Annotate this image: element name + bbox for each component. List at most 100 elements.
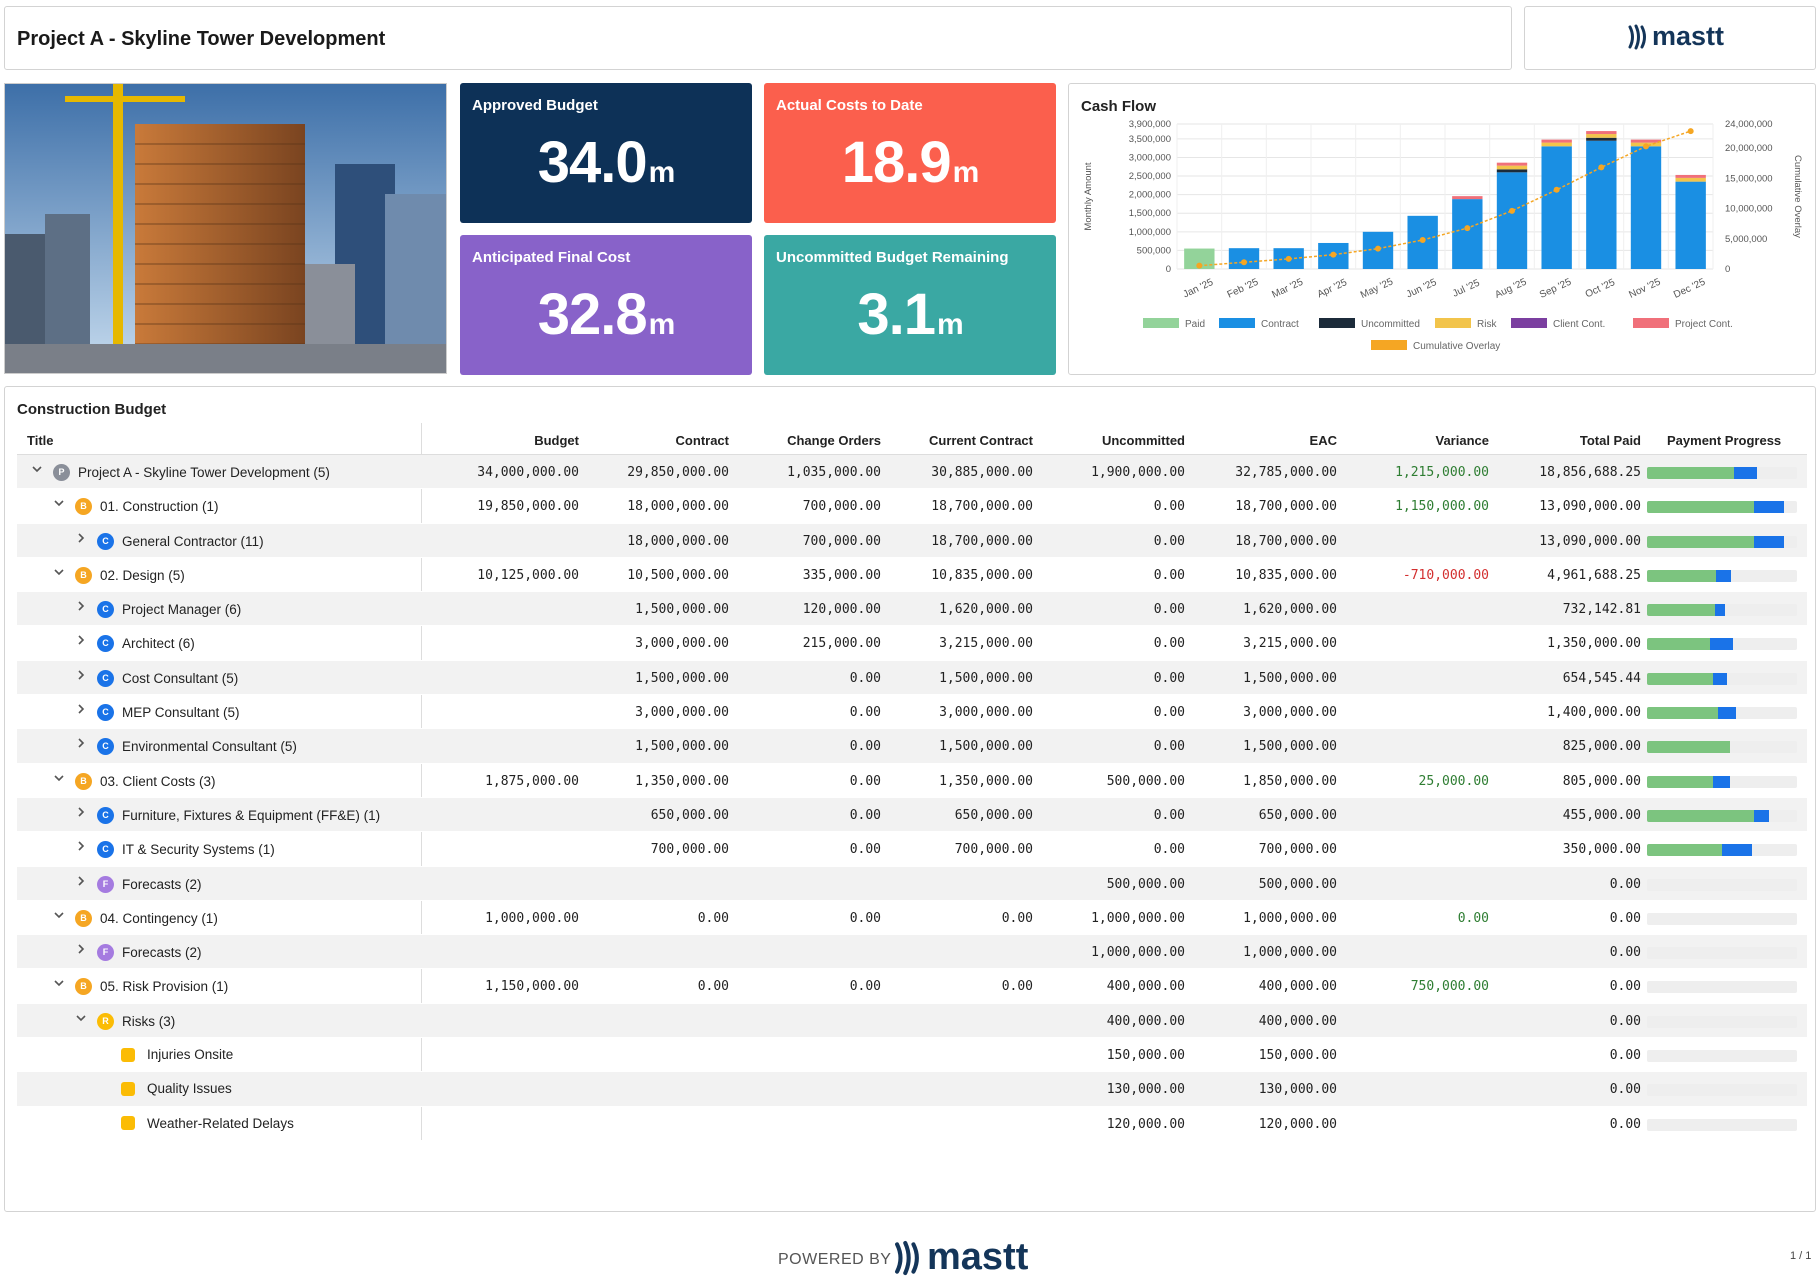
cell-current: 650,000.00 — [954, 807, 1033, 823]
table-row[interactable]: B 03. Client Costs (3) 1,875,000.00 1,350,0… — [17, 764, 1807, 798]
table-row[interactable]: B 04. Contingency (1) 1,000,000.00 0.00 0.00… — [17, 901, 1807, 936]
row-type-badge: C — [97, 704, 114, 722]
logo-text: mastt — [1652, 21, 1725, 51]
chevron-right-icon[interactable] — [75, 943, 89, 957]
y-tick-label: 3,500,000 — [1129, 134, 1171, 145]
project-photo — [4, 83, 447, 374]
table-row[interactable]: B 01. Construction (1) 19,850,000.00 18,000… — [17, 489, 1807, 524]
row-type-badge: B — [75, 498, 92, 516]
row-title-text: 03. Client Costs (3) — [100, 773, 216, 789]
x-tick-label: May '25 — [1359, 276, 1395, 301]
chevron-down-icon[interactable] — [53, 497, 67, 511]
chevron-right-icon[interactable] — [75, 634, 89, 648]
chevron-right-icon[interactable] — [75, 875, 89, 889]
table-row[interactable]: C IT & Security Systems (1) 700,000.00 0.00… — [17, 832, 1807, 867]
cell-contract: 10,500,000.00 — [627, 567, 729, 583]
cell-paid: 350,000.00 — [1562, 842, 1641, 858]
cell-budget: 1,150,000.00 — [485, 979, 579, 995]
chevron-down-icon[interactable] — [53, 977, 67, 991]
y-tick-label: 1,000,000 — [1129, 227, 1171, 238]
cell-paid: 0.00 — [1609, 910, 1641, 926]
table-row[interactable]: C Furniture, Fixtures & Equipment (FF&E) … — [17, 797, 1807, 833]
table-row[interactable]: F Forecasts (2) 1,000,000.00 1,000,000.00 0.… — [17, 935, 1807, 970]
row-title-text: Cost Consultant (5) — [122, 670, 239, 686]
chevron-right-icon[interactable] — [75, 806, 89, 820]
y-tick-label: 0 — [1166, 264, 1171, 275]
row-title-text: Architect (6) — [122, 636, 195, 652]
cell-current: 1,500,000.00 — [939, 739, 1033, 755]
cell-current: 3,215,000.00 — [939, 636, 1033, 652]
chevron-right-icon[interactable] — [75, 737, 89, 751]
cell-contract: 1,500,000.00 — [635, 739, 729, 755]
table-row[interactable]: C Environmental Consultant (5) 1,500,000.0… — [17, 729, 1807, 764]
kpi-value: 18.9m — [841, 130, 980, 195]
cell-contract: 29,850,000.00 — [627, 465, 729, 480]
table-row[interactable]: R Risks (3) 400,000.00 400,000.00 0.00 — [17, 1003, 1807, 1039]
table-row[interactable]: F Forecasts (2) 500,000.00 500,000.00 0.00 — [17, 866, 1807, 901]
cell-uncommitted: 400,000.00 — [1106, 1013, 1185, 1029]
table-row[interactable]: Weather-Related Delays 120,000.00 120,000.… — [17, 1107, 1807, 1141]
chevron-down-icon[interactable] — [75, 1012, 89, 1026]
cell-uncommitted: 0.00 — [1153, 705, 1185, 721]
table-row[interactable]: C MEP Consultant (5) 3,000,000.00 0.00 3,000… — [17, 695, 1807, 730]
column-header[interactable]: Uncommitted — [1101, 433, 1185, 448]
x-tick-label: Apr '25 — [1316, 277, 1349, 300]
chevron-right-icon[interactable] — [75, 840, 89, 854]
chevron-down-icon[interactable] — [53, 909, 67, 923]
table-row[interactable]: Quality Issues 130,000.00 130,000.00 0.00 — [17, 1072, 1807, 1107]
cell-variance: 1,150,000.00 — [1395, 499, 1489, 515]
cell-eac: 1,000,000.00 — [1243, 910, 1337, 926]
cell-paid: 13,090,000.00 — [1539, 499, 1641, 515]
row-title-text: 01. Construction (1) — [100, 499, 219, 515]
cell-paid: 18,856,688.25 — [1539, 465, 1641, 480]
chevron-right-icon[interactable] — [75, 532, 89, 546]
chevron-right-icon[interactable] — [75, 669, 89, 683]
legend-label: Project Cont. — [1675, 319, 1733, 330]
row-title-text: Risks (3) — [122, 1013, 176, 1029]
cell-paid: 0.00 — [1609, 945, 1641, 961]
x-tick-label: Aug '25 — [1493, 276, 1529, 300]
column-header[interactable]: Variance — [1435, 433, 1490, 448]
table-row[interactable]: C Cost Consultant (5) 1,500,000.00 0.00 1,50… — [17, 660, 1807, 696]
progress-paid-fill — [1647, 741, 1730, 754]
column-header[interactable]: Title — [27, 433, 54, 448]
cell-paid: 13,090,000.00 — [1539, 533, 1641, 549]
table-row[interactable]: Injuries Onsite 150,000.00 150,000.00 0.00 — [17, 1038, 1807, 1073]
footer-logo-text: mastt — [927, 1236, 1029, 1278]
table-row[interactable]: P Project A - Skyline Tower Development (… — [17, 455, 1807, 490]
chevron-down-icon[interactable] — [53, 566, 67, 580]
cumulative-overlay-point — [1553, 186, 1560, 193]
chart-title: Cash Flow — [1081, 98, 1157, 115]
row-title-text: MEP Consultant (5) — [122, 705, 240, 721]
table-row[interactable]: C Project Manager (6) 1,500,000.00 120,000.… — [17, 592, 1807, 627]
payment-progress-bar — [1647, 467, 1797, 479]
cell-eac: 700,000.00 — [1258, 842, 1337, 858]
column-header[interactable]: Contract — [675, 433, 729, 448]
chevron-right-icon[interactable] — [75, 600, 89, 614]
table-row[interactable]: B 05. Risk Provision (1) 1,150,000.00 0.00 0… — [17, 969, 1807, 1004]
column-header[interactable]: EAC — [1309, 433, 1337, 448]
y-tick-label: 2,500,000 — [1129, 171, 1171, 182]
chevron-down-icon[interactable] — [53, 772, 67, 786]
progress-paid-fill — [1647, 638, 1710, 651]
column-header[interactable]: Change Orders — [787, 433, 881, 448]
cell-current: 1,500,000.00 — [939, 670, 1033, 686]
table-row[interactable]: C Architect (6) 3,000,000.00 215,000.00 3,21… — [17, 626, 1807, 661]
chevron-right-icon[interactable] — [75, 703, 89, 717]
kpi-label: Anticipated Final Cost — [472, 249, 631, 266]
kpi-label: Approved Budget — [472, 97, 598, 114]
x-tick-label: Jul '25 — [1451, 278, 1482, 300]
column-header[interactable]: Budget — [534, 433, 579, 448]
column-header[interactable]: Total Paid — [1579, 433, 1641, 448]
column-header[interactable]: Payment Progress — [1667, 433, 1782, 448]
table-row[interactable]: B 02. Design (5) 10,125,000.00 10,500,000.0… — [17, 558, 1807, 593]
cell-change: 0.00 — [849, 842, 881, 858]
payment-progress-bar — [1647, 1084, 1797, 1097]
column-header[interactable]: Current Contract — [928, 433, 1033, 448]
table-row[interactable]: C General Contractor (11) 18,000,000.00 700… — [17, 523, 1807, 558]
y-tick-label: 2,000,000 — [1129, 190, 1171, 201]
payment-progress-bar — [1647, 535, 1797, 548]
cell-uncommitted: 400,000.00 — [1106, 979, 1185, 995]
chevron-down-icon[interactable] — [31, 463, 45, 477]
payment-progress-bar — [1647, 878, 1797, 891]
